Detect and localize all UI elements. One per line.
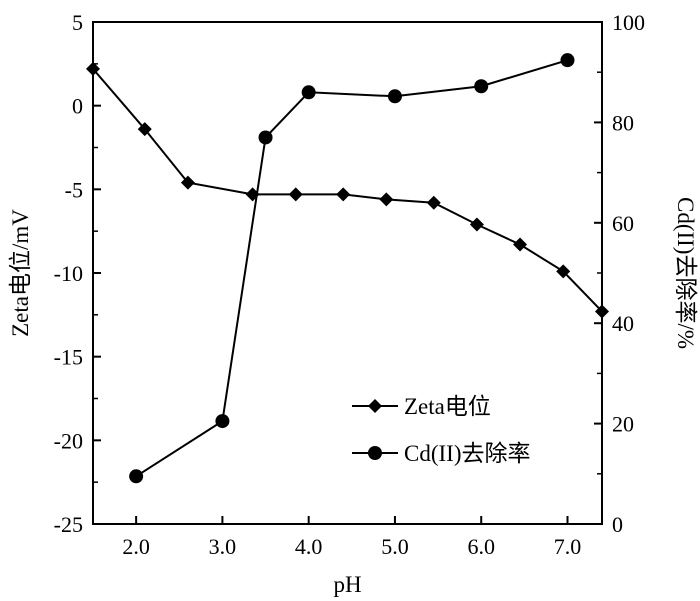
y-right-tick-label: 100	[612, 10, 645, 35]
y-right-tick-label: 80	[612, 110, 634, 135]
x-tick-label: 4.0	[295, 534, 323, 559]
y-left-tick-label: 0	[72, 94, 83, 119]
x-tick-label: 7.0	[554, 534, 582, 559]
zeta-data-point	[336, 187, 351, 202]
zeta-data-point	[86, 61, 100, 76]
cd-removal-series-line	[135, 59, 568, 478]
cd-removal-data-point	[129, 469, 144, 484]
x-tick-label: 2.0	[122, 534, 150, 559]
x-tick-label: 3.0	[209, 534, 237, 559]
legend-marker-zeta	[368, 399, 382, 413]
zeta-data-point	[379, 192, 394, 207]
cd-removal-data-point	[560, 53, 575, 68]
zeta-data-point	[513, 237, 528, 252]
y-left-tick-label: -5	[65, 177, 83, 202]
zeta-data-point	[469, 217, 484, 232]
zeta-data-point	[180, 175, 195, 190]
cd-removal-data-point	[301, 85, 316, 100]
y-right-tick-label: 20	[612, 412, 634, 437]
series-layer	[86, 53, 609, 484]
x-tick-label: 6.0	[467, 534, 495, 559]
legend: Zeta电位 Cd(II)去除率	[352, 394, 530, 466]
axes-layer: 2.0 3.0 4.0 5.0 6.0 7.0 5 0 -5 -10 -15 -20 -25 100 80 6…	[54, 10, 645, 559]
zeta-series-line	[92, 68, 603, 313]
zeta-data-point	[556, 264, 571, 279]
cd-removal-data-point	[215, 414, 230, 429]
legend-label-zeta: Zeta电位	[404, 394, 491, 419]
y-right-tick-label: 40	[612, 311, 634, 336]
y-left-tick-label: -15	[54, 345, 83, 370]
zeta-data-point	[137, 122, 152, 137]
legend-label-cd-removal: Cd(II)去除率	[404, 441, 530, 466]
zeta-data-point	[426, 195, 441, 210]
axis-titles: pH Zeta电位/mV Cd(II)去除率/%	[8, 197, 698, 597]
zeta-data-point	[595, 304, 609, 319]
cd-removal-data-point	[474, 79, 489, 94]
legend-marker-cd-removal	[368, 446, 382, 460]
y-left-tick-label: -25	[54, 512, 83, 537]
y-right-axis-title: Cd(II)去除率/%	[673, 197, 698, 349]
y-right-tick-label: 0	[612, 512, 623, 537]
zeta-data-point	[288, 187, 303, 202]
x-tick-label: 5.0	[381, 534, 409, 559]
cd-removal-data-point	[258, 130, 273, 145]
y-right-tick-label: 60	[612, 211, 634, 236]
y-left-tick-label: -20	[54, 428, 83, 453]
y-left-tick-label: 5	[72, 10, 83, 35]
y-left-axis-title: Zeta电位/mV	[8, 209, 33, 337]
x-axis-title: pH	[333, 572, 361, 597]
y-left-tick-label: -10	[54, 261, 83, 286]
cd-removal-data-point	[387, 89, 402, 104]
